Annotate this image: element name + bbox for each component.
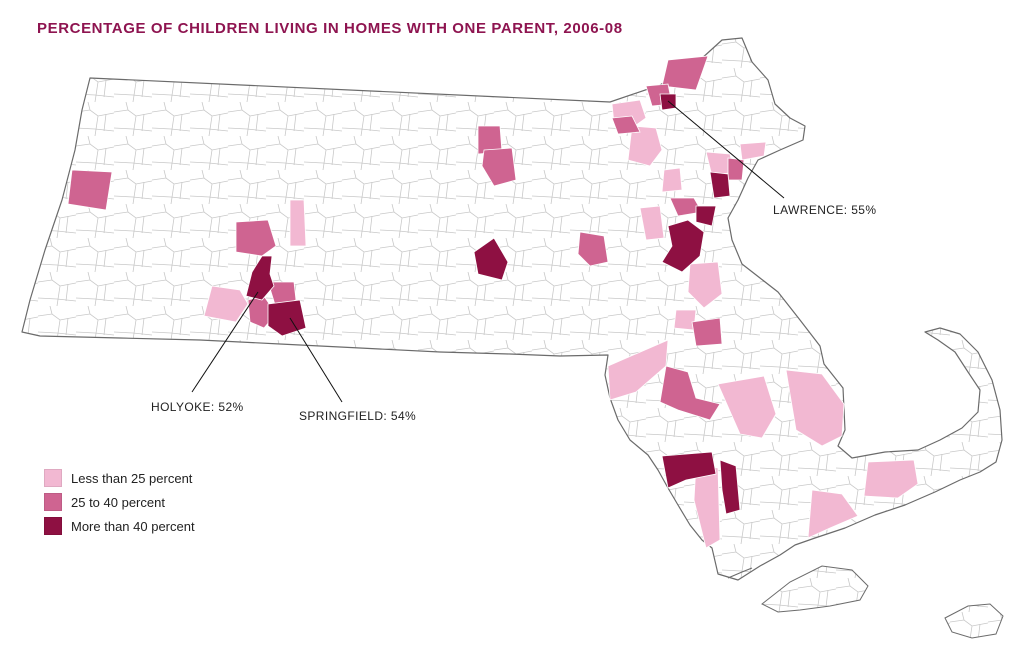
callout-holyoke: HOLYOKE: 52% <box>151 400 244 414</box>
map-title: PERCENTAGE OF CHILDREN LIVING IN HOMES W… <box>37 20 623 37</box>
towns-mid <box>67 55 745 421</box>
legend-swatch-mid <box>44 493 62 511</box>
towns-high <box>245 93 741 515</box>
legend-swatch-low <box>44 469 62 487</box>
nantucket <box>944 603 1004 639</box>
callout-lawrence: LAWRENCE: 55% <box>773 203 877 217</box>
callout-leaders <box>191 100 785 403</box>
legend-label: More than 40 percent <box>71 518 195 534</box>
callout-springfield: SPRINGFIELD: 54% <box>299 409 417 423</box>
legend-swatch-high <box>44 517 62 535</box>
legend: Less than 25 percent 25 to 40 percent Mo… <box>44 466 195 538</box>
marthas-vineyard <box>761 565 869 613</box>
legend-item-mid: 25 to 40 percent <box>44 490 195 514</box>
elizabeth-islands <box>727 567 753 579</box>
legend-label: 25 to 40 percent <box>71 494 165 510</box>
legend-item-high: More than 40 percent <box>44 514 195 538</box>
legend-item-low: Less than 25 percent <box>44 466 195 490</box>
state-outline <box>21 37 1003 581</box>
legend-label: Less than 25 percent <box>71 470 193 486</box>
